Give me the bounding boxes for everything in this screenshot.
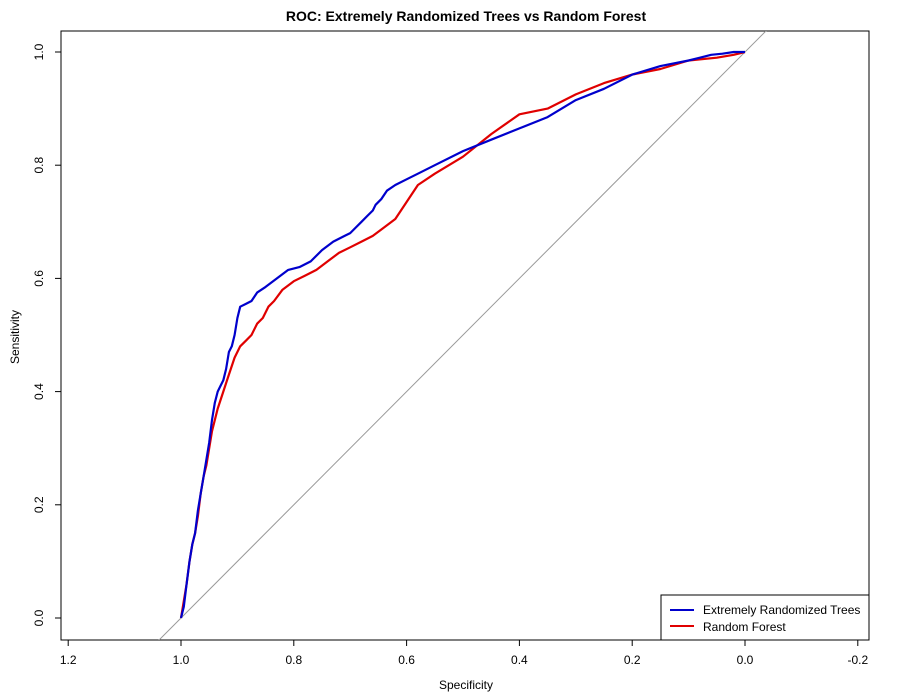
axes: 1.2 1.0 0.8 0.6 0.4 0.2 0.0 -0.2 0.0 0.2 0.4 0.6 0.8…: [32, 30, 870, 667]
reference-diagonal: [158, 31, 767, 640]
x-tick-label: 0.4: [511, 653, 528, 667]
legend-box: [660, 594, 870, 641]
x-axis-label: Specificity: [439, 678, 493, 692]
x-tick-label: 0.2: [624, 653, 641, 667]
y-tick-label: 0.0: [32, 609, 46, 626]
x-tick-label: 0.6: [398, 653, 415, 667]
series-layer: [179, 50, 746, 619]
x-tick-label: -0.2: [847, 653, 868, 667]
y-tick-label: 0.2: [32, 496, 46, 513]
legend-label-ert: Extremely Randomized Trees: [703, 603, 860, 617]
legend: Extremely Randomized Trees Random Forest: [660, 594, 870, 641]
legend-label-rf: Random Forest: [703, 620, 786, 634]
y-tick-label: 1.0: [32, 43, 46, 60]
x-tick-label: 0.8: [285, 653, 302, 667]
x-tick-label: 1.0: [173, 653, 190, 667]
series-line-extremely-randomized-trees: [179, 50, 745, 619]
plot-frame: [60, 30, 870, 641]
x-tick-label: 0.0: [737, 653, 754, 667]
chart-title: ROC: Extremely Randomized Trees vs Rando…: [286, 8, 647, 24]
y-tick-label: 0.6: [32, 270, 46, 287]
x-tick-label: 1.2: [60, 653, 77, 667]
y-axis-label: Sensitivity: [8, 310, 22, 364]
y-tick-label: 0.4: [32, 383, 46, 400]
y-tick-label: 0.8: [32, 157, 46, 174]
